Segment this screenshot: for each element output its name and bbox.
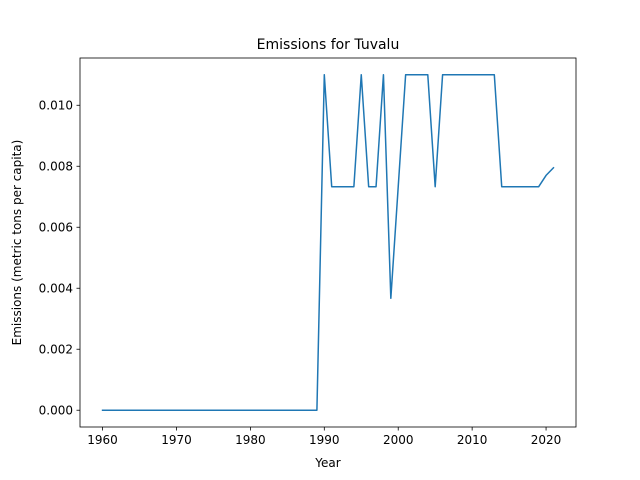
- x-tick-label: 2020: [531, 433, 562, 447]
- y-tick-label: 0.006: [39, 220, 73, 234]
- ticks-layer: 1960 1970 1980 1990 2000 2010 2020 0.000 0.002 0.…: [39, 98, 562, 447]
- y-tick-label: 0.004: [39, 281, 73, 295]
- y-tick-label: 0.002: [39, 342, 73, 356]
- plot-layer: [101, 74, 555, 411]
- chart-title: Emissions for Tuvalu: [257, 37, 400, 53]
- y-tick-label: 0.000: [39, 403, 73, 417]
- x-tick-label: 1980: [235, 433, 266, 447]
- x-tick-label: 1970: [161, 433, 192, 447]
- emissions-series-line: [101, 74, 555, 411]
- x-tick-label: 1960: [87, 433, 118, 447]
- x-tick-label: 1990: [309, 433, 340, 447]
- x-tick-label: 2000: [383, 433, 414, 447]
- y-tick-label: 0.008: [39, 159, 73, 173]
- x-axis-label: Year: [314, 456, 340, 470]
- x-tick-label: 2010: [457, 433, 488, 447]
- y-tick-label: 0.010: [39, 98, 73, 112]
- y-axis-label: Emissions (metric tons per capita): [10, 140, 24, 346]
- plot-frame: [79, 57, 577, 428]
